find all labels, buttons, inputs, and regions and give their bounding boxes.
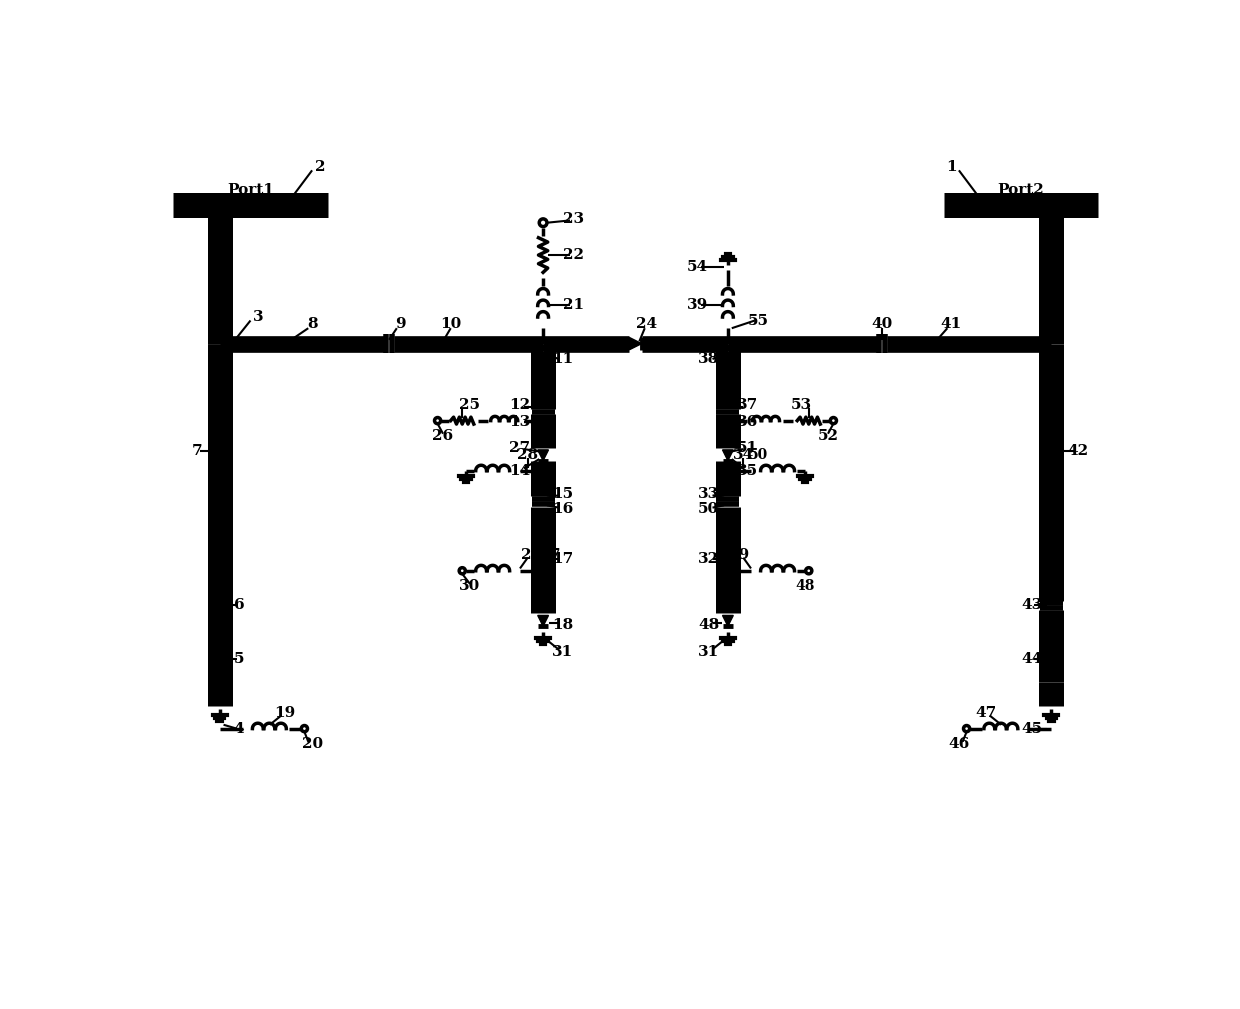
- Polygon shape: [723, 615, 733, 627]
- Text: 38: 38: [698, 352, 719, 366]
- Text: 20: 20: [301, 737, 322, 751]
- Text: 2: 2: [315, 159, 325, 174]
- Text: 22: 22: [563, 248, 584, 262]
- Text: 23: 23: [563, 212, 584, 226]
- Text: 39: 39: [687, 298, 708, 312]
- Text: 17: 17: [541, 548, 560, 562]
- Text: 5: 5: [233, 652, 244, 666]
- Text: 55: 55: [748, 314, 769, 328]
- Text: 48: 48: [795, 579, 815, 593]
- Text: 18: 18: [552, 618, 573, 632]
- Text: 16: 16: [552, 502, 573, 517]
- Polygon shape: [538, 615, 548, 627]
- Text: 15: 15: [552, 486, 573, 500]
- Text: 7: 7: [191, 444, 202, 458]
- Text: 14: 14: [510, 464, 531, 477]
- Text: 29: 29: [521, 548, 542, 562]
- Text: Port2: Port2: [997, 183, 1044, 197]
- Text: 6: 6: [233, 598, 244, 612]
- Text: 8: 8: [306, 318, 317, 331]
- Text: 41: 41: [941, 318, 962, 331]
- Text: 4: 4: [233, 721, 244, 736]
- Text: 42: 42: [1068, 444, 1089, 458]
- Polygon shape: [630, 337, 641, 350]
- Text: 31: 31: [698, 645, 719, 659]
- Text: 48: 48: [698, 618, 719, 632]
- Text: 37: 37: [737, 399, 758, 413]
- Text: 49: 49: [729, 548, 750, 562]
- Polygon shape: [538, 450, 548, 461]
- Text: Port1: Port1: [227, 183, 274, 197]
- Text: 21: 21: [563, 298, 584, 312]
- Text: 46: 46: [949, 737, 970, 751]
- Text: 12: 12: [510, 399, 531, 413]
- Text: 54: 54: [687, 259, 708, 273]
- Polygon shape: [723, 450, 733, 461]
- Text: 33: 33: [698, 486, 719, 500]
- Text: 27: 27: [510, 441, 531, 455]
- Text: 51: 51: [737, 441, 758, 455]
- Text: 10: 10: [440, 318, 461, 331]
- Text: 1: 1: [946, 159, 956, 174]
- Text: 13: 13: [510, 415, 531, 429]
- Text: 43: 43: [1022, 598, 1043, 612]
- Text: 44: 44: [1022, 652, 1043, 666]
- Text: 35: 35: [737, 464, 758, 477]
- Text: 11: 11: [552, 352, 573, 366]
- Text: 28: 28: [517, 448, 538, 462]
- Text: 26: 26: [433, 429, 454, 443]
- Text: 50: 50: [698, 502, 719, 517]
- Text: 47: 47: [975, 706, 997, 720]
- Text: 30: 30: [459, 579, 481, 593]
- Text: 53: 53: [790, 399, 812, 413]
- Text: 9: 9: [396, 318, 405, 331]
- Text: 34: 34: [733, 448, 754, 462]
- Text: 36: 36: [737, 415, 758, 429]
- Text: 52: 52: [817, 429, 838, 443]
- Text: 31: 31: [552, 645, 573, 659]
- Text: 40: 40: [872, 318, 893, 331]
- Text: 45: 45: [1022, 721, 1043, 736]
- Text: 32: 32: [698, 552, 719, 566]
- Text: 25: 25: [460, 399, 480, 413]
- Text: 3: 3: [253, 310, 264, 324]
- Text: 17: 17: [552, 552, 573, 566]
- Text: 19: 19: [274, 706, 296, 720]
- Text: 50: 50: [749, 448, 769, 462]
- Text: 24: 24: [636, 318, 657, 331]
